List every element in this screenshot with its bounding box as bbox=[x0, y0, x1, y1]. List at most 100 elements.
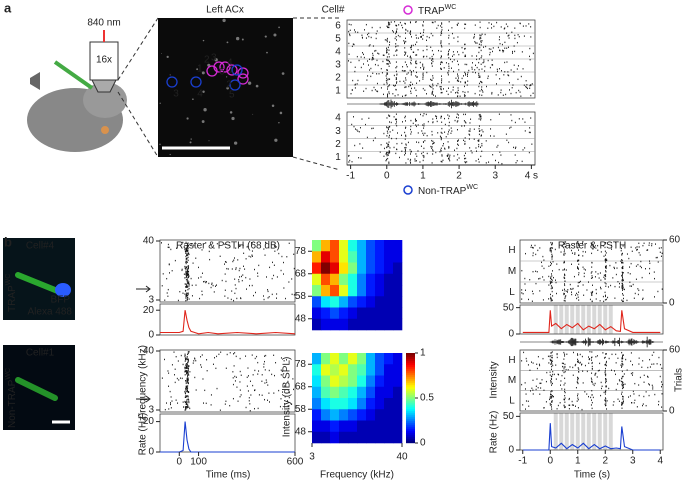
raster-dot bbox=[474, 69, 476, 71]
raster-dot bbox=[605, 266, 607, 268]
raster-dot bbox=[251, 242, 252, 244]
raster-dot bbox=[416, 119, 417, 122]
raster-dot bbox=[281, 370, 283, 373]
raster-dot bbox=[250, 394, 252, 396]
raster-dot bbox=[184, 355, 186, 357]
raster-dot bbox=[423, 21, 424, 23]
raster-dot bbox=[187, 245, 189, 247]
raster-dot bbox=[432, 77, 434, 79]
raster-dot bbox=[605, 361, 607, 364]
raster-dot bbox=[291, 278, 293, 280]
raster-dot bbox=[623, 373, 625, 375]
raster-dot bbox=[605, 381, 607, 384]
trap-row-label: 6 bbox=[335, 21, 341, 32]
raster-dot bbox=[187, 280, 189, 282]
raster-dot bbox=[551, 395, 553, 397]
raster-dot bbox=[387, 21, 389, 24]
raster-dot bbox=[440, 57, 442, 59]
raster-dot bbox=[388, 126, 390, 128]
raster-dot bbox=[471, 68, 473, 70]
raster-dot bbox=[528, 298, 529, 301]
raster-dot bbox=[604, 404, 606, 407]
raster-dot bbox=[461, 125, 463, 127]
raster-dot bbox=[453, 155, 455, 157]
raster-dot bbox=[464, 23, 466, 25]
raster-dot bbox=[188, 253, 190, 256]
nontrap-legend-sup: WC bbox=[466, 184, 478, 191]
raster-dot bbox=[388, 91, 390, 93]
raster-dot bbox=[280, 398, 282, 400]
raster-dot bbox=[646, 249, 648, 252]
raster-dot bbox=[483, 46, 485, 48]
raster-dot bbox=[386, 69, 388, 71]
raster-dot bbox=[586, 289, 588, 291]
raster-dot bbox=[521, 51, 523, 53]
raster-dot bbox=[354, 66, 356, 68]
raster-dot bbox=[187, 245, 189, 248]
raster-dot bbox=[440, 42, 442, 45]
raster-dot bbox=[448, 21, 450, 23]
raster-dot bbox=[531, 143, 533, 145]
raster-dot bbox=[431, 58, 433, 60]
raster-dot bbox=[280, 357, 282, 359]
raster-dot bbox=[490, 128, 492, 130]
raster-dot bbox=[591, 381, 593, 383]
image-speck bbox=[192, 98, 194, 101]
raster-dot bbox=[539, 393, 541, 395]
raster-dot bbox=[425, 113, 427, 116]
panel-label: a bbox=[4, 0, 12, 15]
raster-dot bbox=[512, 50, 513, 53]
raster-dot bbox=[451, 32, 453, 35]
raster-dot bbox=[185, 387, 187, 389]
x-tick-label: 1 bbox=[420, 171, 426, 182]
raster-dot bbox=[225, 261, 227, 263]
raster-dot bbox=[185, 385, 187, 388]
raster-dot bbox=[437, 132, 439, 134]
fra-cell bbox=[348, 353, 358, 365]
fra-cell bbox=[384, 431, 394, 444]
raster-dot bbox=[643, 395, 645, 398]
raster-dot bbox=[184, 369, 186, 372]
raster-dot bbox=[611, 353, 613, 356]
raster-dot bbox=[429, 85, 431, 87]
raster-dot bbox=[386, 48, 388, 51]
raster-dot bbox=[187, 404, 189, 406]
raster-dot bbox=[422, 141, 424, 143]
raster-dot bbox=[184, 248, 186, 250]
pipette-image bbox=[15, 272, 63, 295]
raster-dot bbox=[464, 91, 466, 94]
raster-dot bbox=[185, 401, 187, 403]
raster-dot bbox=[578, 242, 579, 245]
raster-dot bbox=[377, 52, 379, 54]
raster-dot bbox=[185, 250, 187, 252]
raster-dot bbox=[186, 274, 188, 277]
raster-dot bbox=[363, 53, 364, 56]
raster-dot bbox=[632, 374, 633, 376]
trap-row-title-sup: WC bbox=[5, 274, 12, 286]
nontrap-cell-label: 4 bbox=[197, 89, 203, 100]
raster-dot bbox=[422, 65, 424, 67]
colorbar-step bbox=[406, 441, 415, 444]
raster-dot bbox=[215, 367, 217, 370]
raster-dot bbox=[577, 268, 579, 270]
raster-dot bbox=[182, 363, 184, 366]
raster-dot bbox=[595, 298, 597, 300]
raster-dot bbox=[622, 272, 624, 274]
raster-dot bbox=[244, 268, 246, 270]
raster-dot bbox=[264, 355, 266, 357]
raster-dot bbox=[622, 294, 624, 296]
raster-dot bbox=[370, 75, 372, 78]
raster-dot bbox=[211, 282, 213, 284]
raster-dot bbox=[550, 397, 552, 399]
raster-dot bbox=[525, 25, 527, 27]
raster-dot bbox=[492, 64, 494, 66]
raster-dot bbox=[404, 148, 406, 151]
raster-dot bbox=[408, 85, 410, 88]
raster-dot bbox=[571, 288, 573, 290]
raster-dot bbox=[451, 60, 453, 63]
raster-dot bbox=[183, 406, 184, 408]
stimulus-band bbox=[608, 413, 613, 450]
raster-dot bbox=[576, 381, 578, 383]
raster-dot bbox=[608, 357, 610, 360]
raster-dot bbox=[288, 407, 290, 410]
